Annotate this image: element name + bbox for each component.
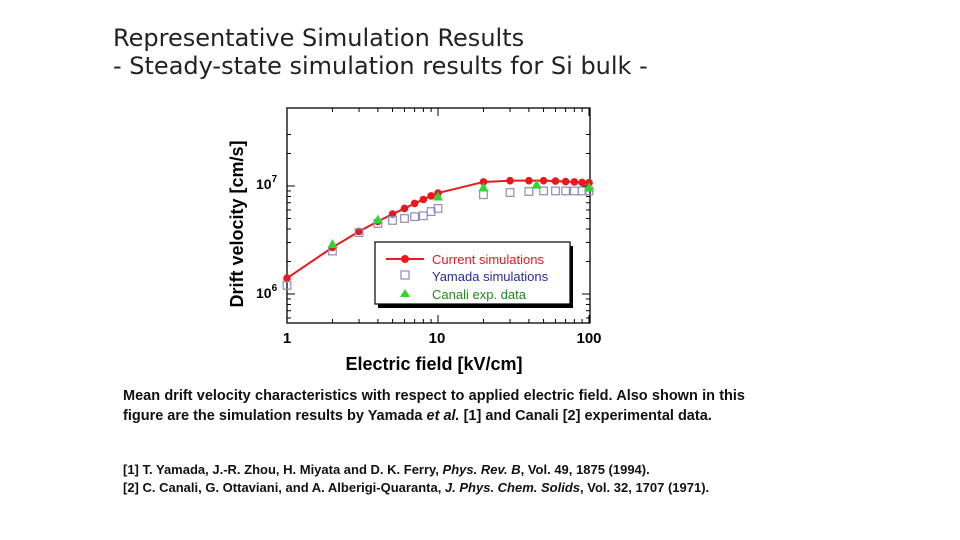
data-point-yamada-simulations — [551, 186, 560, 196]
y-axis-label: Drift velocity [cm/s] — [227, 140, 247, 307]
data-point-canali-exp-data — [372, 214, 383, 224]
data-point-canali-exp-data — [584, 182, 594, 192]
y-tick-label: 106 — [256, 283, 278, 301]
slide-title: Representative Simulation Results - Stea… — [113, 24, 648, 80]
data-point-yamada-simulations — [354, 228, 364, 238]
title-line-2: - Steady-state simulation results for Si… — [113, 52, 648, 80]
data-point-current-simulations — [388, 210, 397, 218]
legend-marker-canali — [400, 289, 410, 297]
data-point-yamada-simulations — [433, 204, 443, 213]
ref-2-pages-year: , 1707 (1971). — [628, 480, 710, 495]
title-line-1: Representative Simulation Results — [113, 24, 525, 52]
legend-marker-current — [401, 255, 409, 263]
drift-velocity-chart: 1 10 100 106 107 Electric field [kV/cm] … — [227, 107, 602, 374]
data-point-canali-exp-data — [433, 191, 443, 201]
data-point-yamada-simulations — [505, 188, 515, 197]
x-axis-label: Electric field [kV/cm] — [345, 354, 522, 374]
ref-1-journal: Phys. Rev. B — [442, 462, 521, 477]
ref-2-journal: J. Phys. Chem. Solids — [444, 480, 581, 495]
data-point-yamada-simulations — [418, 211, 428, 221]
data-point-yamada-simulations — [410, 212, 420, 222]
references: [1] T. Yamada, J.-R. Zhou, H. Miyata and… — [123, 461, 745, 497]
data-point-current-simulations — [561, 177, 570, 186]
data-point-yamada-simulations — [524, 187, 534, 196]
legend-label-current: Current simulations — [432, 252, 544, 267]
legend-marker-yamada — [400, 270, 410, 280]
data-point-yamada-simulations — [539, 186, 548, 196]
ref-2-vol-label: , Vol. — [580, 480, 614, 495]
legend: Current simulations Yamada simulations C… — [374, 241, 573, 308]
ref-2-authors: [2] C. Canali, G. Ottaviani, and A. Albe… — [123, 480, 445, 495]
data-point-yamada-simulations — [388, 216, 397, 225]
ref-1-volume: 49 — [554, 462, 569, 477]
x-tick-label: 1 — [283, 330, 291, 347]
data-point-yamada-simulations — [282, 281, 292, 290]
y-tick-base: 10 — [256, 176, 272, 192]
ref-1-vol-label: , Vol. — [520, 462, 555, 477]
data-point-yamada-simulations — [426, 207, 436, 216]
figure-caption: Mean drift velocity characteristics with… — [123, 388, 745, 424]
data-series — [282, 176, 594, 290]
data-point-current-simulations — [570, 178, 579, 186]
data-point-current-simulations — [539, 176, 548, 185]
legend-label-yamada: Yamada simulations — [432, 269, 549, 284]
y-tick-exponent: 7 — [272, 174, 278, 185]
x-tick-label: 100 — [576, 330, 601, 347]
ref-2-volume: 32 — [613, 480, 629, 495]
data-point-current-simulations — [525, 176, 533, 185]
data-point-canali-exp-data — [478, 182, 489, 192]
ref-1-pages-year: , 1875 (1994). — [568, 462, 650, 477]
reference-2: [2] C. Canali, G. Ottaviani, and A. Albe… — [123, 479, 745, 497]
data-point-yamada-simulations — [561, 186, 571, 196]
data-point-current-simulations — [506, 176, 514, 185]
legend-label-canali: Canali exp. data — [432, 287, 527, 302]
data-point-current-simulations — [551, 177, 560, 185]
ref-1-authors: [1] T. Yamada, J.-R. Zhou, H. Miyata and… — [123, 462, 443, 477]
y-tick-exponent: 6 — [272, 283, 278, 294]
data-point-current-simulations — [400, 204, 409, 213]
x-tick-label: 10 — [429, 330, 446, 347]
data-point-current-simulations — [479, 178, 488, 186]
data-point-yamada-simulations — [400, 214, 409, 223]
reference-1: [1] T. Yamada, J.-R. Zhou, H. Miyata and… — [123, 461, 745, 479]
data-point-current-simulations — [283, 274, 291, 283]
data-point-current-simulations — [355, 227, 363, 236]
data-point-current-simulations — [427, 192, 435, 200]
data-point-current-simulations — [419, 195, 428, 204]
data-point-yamada-simulations — [569, 186, 579, 196]
data-point-canali-exp-data — [327, 239, 338, 249]
data-point-current-simulations — [410, 199, 419, 208]
data-point-yamada-simulations — [479, 190, 488, 200]
y-tick-label: 107 — [256, 174, 278, 192]
data-point-current-simulations — [578, 178, 586, 187]
data-point-canali-exp-data — [531, 179, 542, 189]
y-tick-base: 10 — [256, 285, 272, 301]
